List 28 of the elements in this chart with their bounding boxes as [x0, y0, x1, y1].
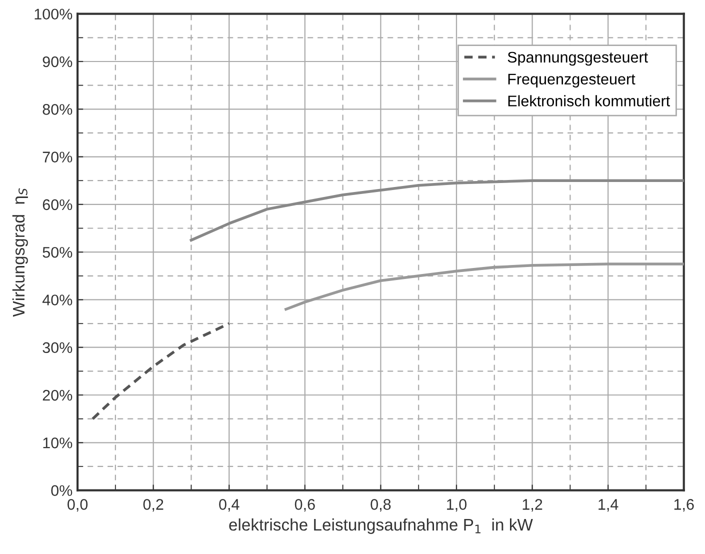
x-tick-label: 0,6 — [294, 499, 315, 512]
y-tick-label: 80% — [42, 104, 72, 115]
y-tick-label: 40% — [42, 294, 72, 306]
legend-label: Elektronisch kommutiert — [508, 95, 670, 106]
y-tick-label: 50% — [42, 246, 72, 258]
x-tick-label: 0,4 — [219, 499, 240, 512]
x-tick-label: 0,2 — [143, 499, 164, 512]
y-tick-label: 30% — [42, 342, 72, 354]
x-tick-label: 0,8 — [370, 499, 391, 512]
x-tick-label: 1,2 — [522, 499, 542, 512]
legend-label: Frequenzgesteuert — [508, 74, 636, 88]
y-tick-label: 20% — [42, 390, 72, 401]
line-series — [190, 179, 684, 242]
legend-label: Spannungsgesteuert — [508, 52, 648, 66]
y-tick-label: 10% — [43, 438, 72, 448]
y-tick-label: 70% — [42, 152, 72, 162]
line-series — [284, 262, 684, 311]
x-tick-label: 1,0 — [447, 499, 467, 512]
line-series — [91, 322, 231, 420]
x-tick-label: 1,4 — [598, 499, 618, 512]
y-tick-label: 60% — [42, 199, 72, 210]
x-tick-label: 1,6 — [674, 499, 694, 512]
y-tick-label: 0% — [51, 485, 72, 496]
x-axis-title: elektrische Leistungsaufnahme P$_{1}$ in kW — [229, 518, 533, 534]
x-tick-label: 0,0 — [68, 499, 88, 512]
y-axis-title: Wirkungsgrad η$_{S}$ — [12, 188, 28, 317]
y-tick-label: 90% — [42, 56, 72, 68]
y-tick-label: 100% — [34, 8, 72, 20]
